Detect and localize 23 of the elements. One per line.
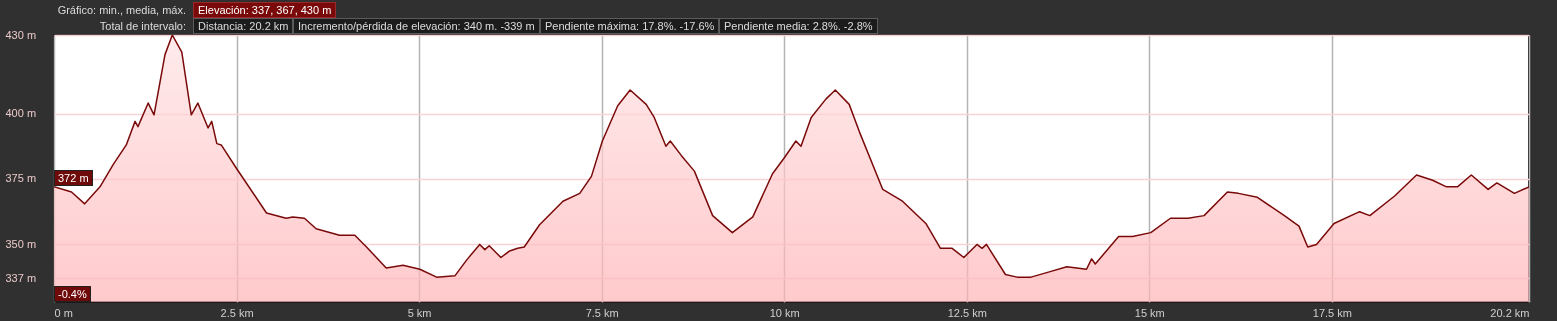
y-tick-label: 400 m — [5, 107, 37, 120]
y-tick-label: 337 m — [5, 271, 37, 284]
x-tick-label: 7.5 km — [585, 306, 619, 319]
x-tick-label: 2.5 km — [220, 306, 254, 319]
text: Pendiente media: 2.8%. -2.8% — [719, 18, 878, 34]
x-tick-label: 12.5 km — [947, 306, 987, 319]
text: Elevación: 337, 367, 430 m — [193, 2, 337, 18]
y-tick-label: 430 m — [5, 28, 37, 41]
annotation: -0.4% — [54, 286, 91, 302]
text: Pendiente máxima: 17.8%. -17.6% — [540, 18, 720, 34]
x-tick-label: 20.2 km — [1490, 306, 1530, 319]
x-tick-label: 17.5 km — [1312, 306, 1352, 319]
text: Total de intervalo: — [99, 20, 186, 32]
text: Gráfico: min., media, máx. — [56, 3, 186, 17]
annotation: 372 m — [54, 169, 93, 186]
y-tick-label: 375 m — [5, 172, 37, 185]
text: Incremento/pérdida de elevación: 340 m. -339 m — [293, 18, 540, 34]
x-tick-label: 15 km — [1134, 306, 1165, 319]
text: Distancia: 20.2 km — [193, 18, 294, 34]
x-tick-label: 10 km — [769, 306, 800, 319]
x-tick-label: 5 km — [407, 306, 432, 319]
y-tick-label: 350 m — [5, 237, 37, 250]
x-tick-label: 0 m — [54, 306, 73, 319]
